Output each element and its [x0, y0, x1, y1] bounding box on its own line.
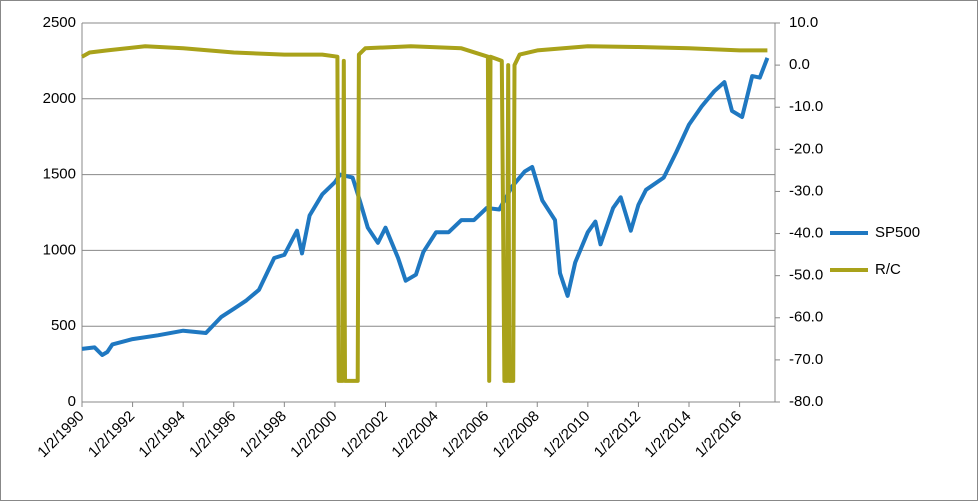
y2-tick-label: -10.0: [789, 98, 823, 115]
y-tick-label: 500: [51, 317, 76, 334]
y2-tick-label: -80.0: [789, 393, 823, 410]
y2-tick-label: 0.0: [789, 56, 810, 73]
y-tick-label: 0: [68, 393, 76, 410]
series-line: [81, 57, 770, 357]
y2-tick-label: -30.0: [789, 182, 823, 199]
y-tick-label: 2500: [43, 14, 76, 31]
y2-tick-label: -20.0: [789, 140, 823, 157]
legend-label: R/C: [875, 261, 901, 278]
y2-tick-label: 10.0: [789, 14, 818, 31]
y2-tick-label: -70.0: [789, 351, 823, 368]
y2-tick-label: -40.0: [789, 225, 823, 242]
y2-tick-label: -50.0: [789, 267, 823, 284]
y2-tick-label: -60.0: [789, 309, 823, 326]
series-line: [81, 44, 768, 383]
legend-label: SP500: [875, 224, 920, 241]
y-tick-label: 1000: [43, 241, 76, 258]
y-tick-label: 2000: [43, 90, 76, 107]
y-tick-label: 1500: [43, 166, 76, 183]
